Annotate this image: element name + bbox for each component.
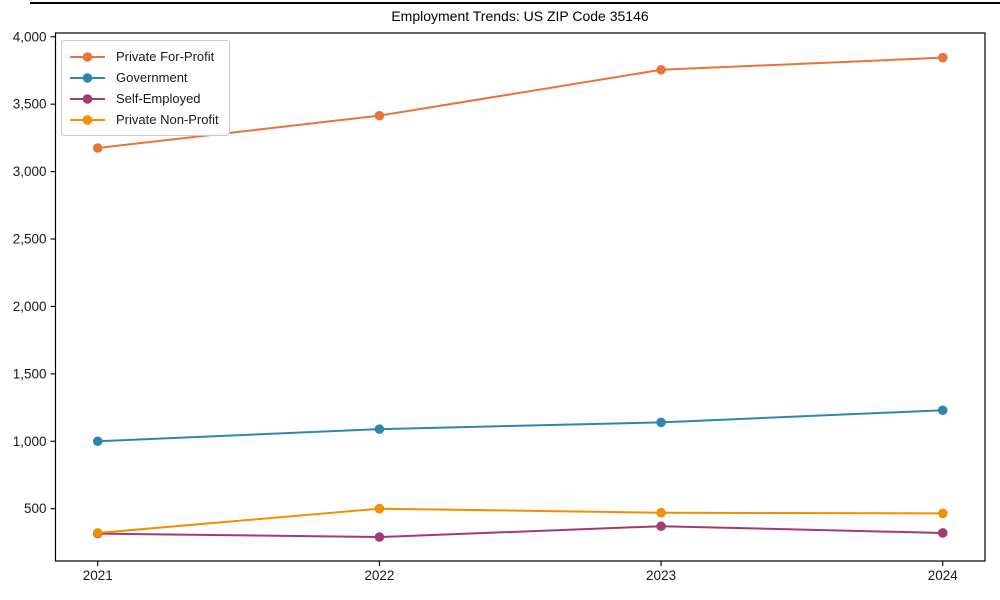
data-point-government-2023	[656, 417, 666, 428]
top-border-line	[30, 2, 1000, 4]
y-tick-label: 500	[24, 501, 47, 516]
series-line-government	[96, 409, 944, 443]
data-point-self-employed-2022	[374, 532, 385, 542]
y-tick-label: 3,000	[13, 164, 47, 179]
x-tick-label: 2022	[364, 568, 394, 583]
legend-item-government: Government	[69, 67, 219, 88]
data-point-government-2022	[374, 424, 385, 434]
x-tick-label: 2021	[83, 568, 113, 583]
y-tick-label: 1,500	[13, 366, 47, 381]
data-point-private-non-profit-2024	[937, 508, 948, 519]
legend-item-self-employed: Self-Employed	[69, 88, 219, 109]
y-tick-label: 1,000	[13, 434, 47, 449]
series-line-private-for-profit	[96, 56, 944, 150]
data-point-private-for-profit-2021	[92, 143, 103, 153]
legend-marker-self-employed	[70, 93, 105, 104]
data-point-self-employed-2023	[656, 521, 666, 532]
series-line-self-employed	[96, 525, 944, 539]
x-tick-label: 2023	[646, 568, 676, 583]
legend-label-private-for-profit: Private For-Profit	[116, 49, 215, 64]
data-point-private-non-profit-2021	[92, 528, 103, 538]
legend-label-private-non-profit: Private Non-Profit	[116, 112, 219, 127]
legend-label-self-employed: Self-Employed	[116, 91, 201, 106]
data-point-self-employed-2024	[937, 528, 948, 538]
legend-item-private-non-profit: Private Non-Profit	[69, 109, 219, 130]
x-tick-label: 2024	[928, 568, 959, 583]
data-point-private-for-profit-2022	[374, 110, 385, 121]
chart-title: Employment Trends: US ZIP Code 35146	[391, 8, 649, 24]
y-tick-label: 2,000	[13, 299, 47, 314]
data-point-private-non-profit-2023	[656, 507, 666, 518]
data-point-government-2024	[937, 405, 948, 416]
y-tick-label: 4,000	[13, 29, 47, 44]
legend-marker-private-non-profit	[70, 114, 105, 125]
data-point-private-non-profit-2022	[374, 503, 385, 514]
data-point-private-for-profit-2023	[656, 65, 666, 75]
y-tick-label: 2,500	[13, 232, 47, 247]
axes-spines	[54, 32, 986, 562]
data-point-government-2021	[92, 436, 103, 447]
legend-label-government: Government	[116, 70, 188, 85]
legend: Private For-Profit Government Self-Employe…	[61, 40, 230, 136]
legend-marker-government	[70, 72, 105, 83]
series-line-private-non-profit	[96, 507, 944, 534]
legend-marker-private-for-profit	[70, 51, 105, 62]
legend-item-private-for-profit: Private For-Profit	[69, 46, 219, 67]
data-point-private-for-profit-2024	[937, 52, 948, 63]
y-tick-label: 3,500	[13, 97, 47, 112]
